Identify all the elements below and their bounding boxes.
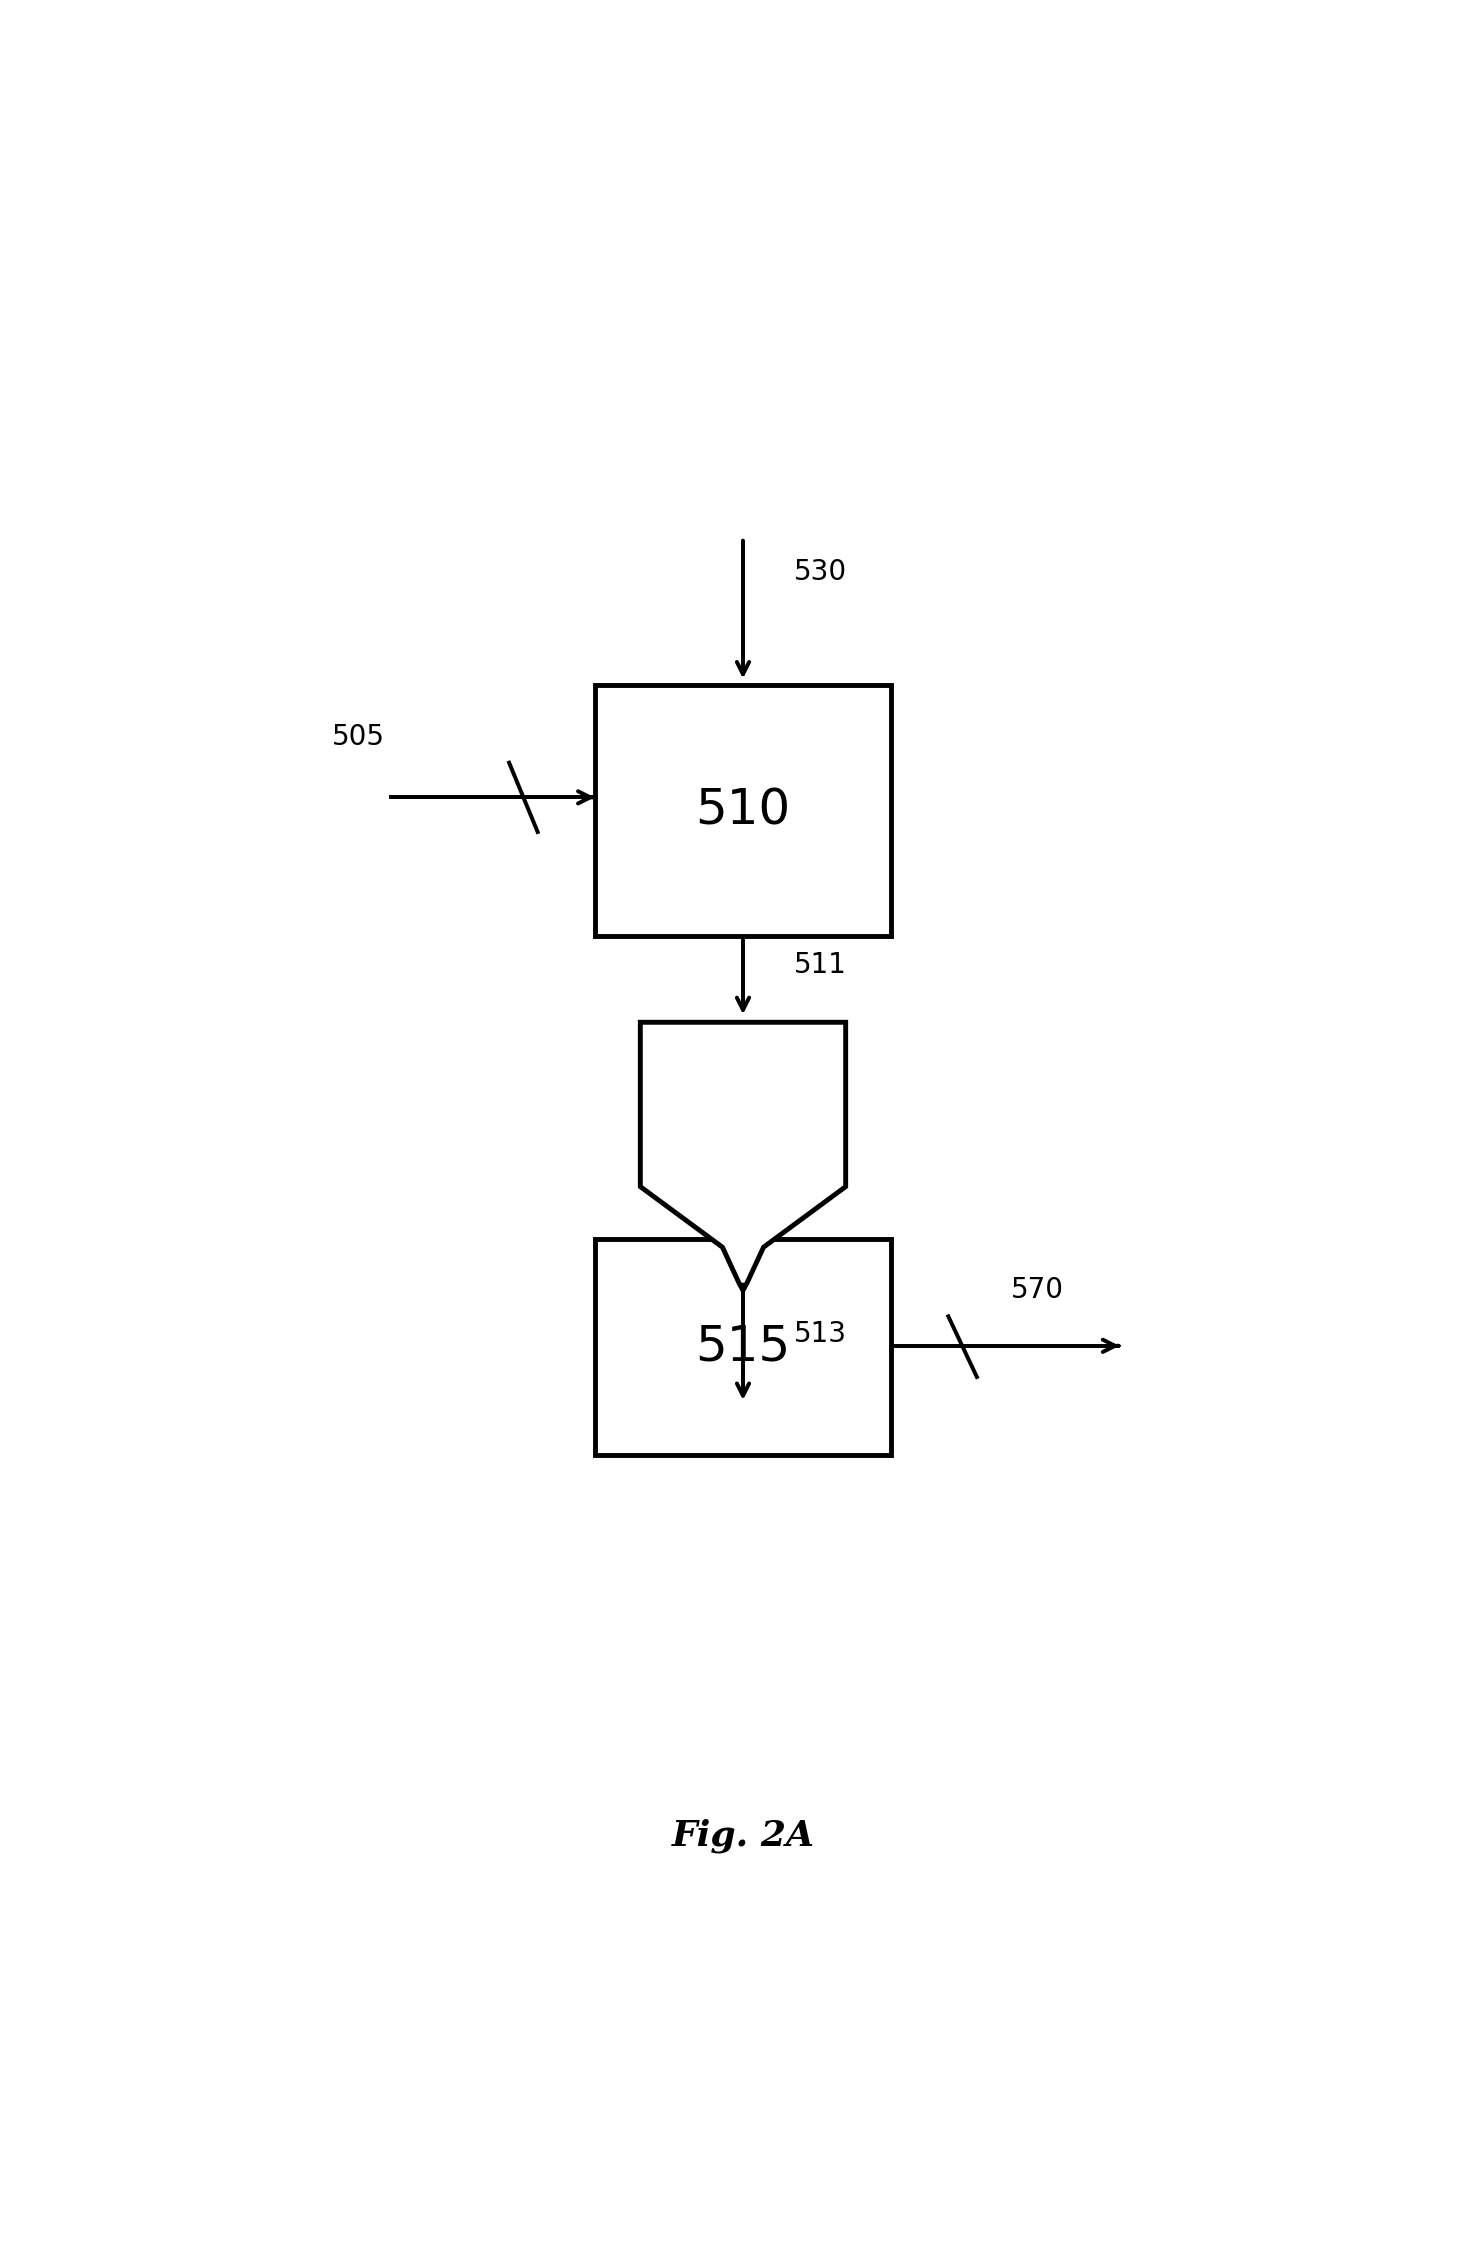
Bar <box>595 685 892 935</box>
Bar <box>595 1238 892 1454</box>
Text: 505: 505 <box>333 724 386 750</box>
Text: Fig. 2A: Fig. 2A <box>671 1818 814 1854</box>
Text: 570: 570 <box>1011 1276 1064 1306</box>
Text: 530: 530 <box>795 560 848 586</box>
Text: 511: 511 <box>795 950 848 980</box>
Text: 515: 515 <box>695 1323 790 1371</box>
Text: 510: 510 <box>695 786 790 834</box>
Polygon shape <box>640 1022 845 1290</box>
Text: 513: 513 <box>795 1319 848 1348</box>
